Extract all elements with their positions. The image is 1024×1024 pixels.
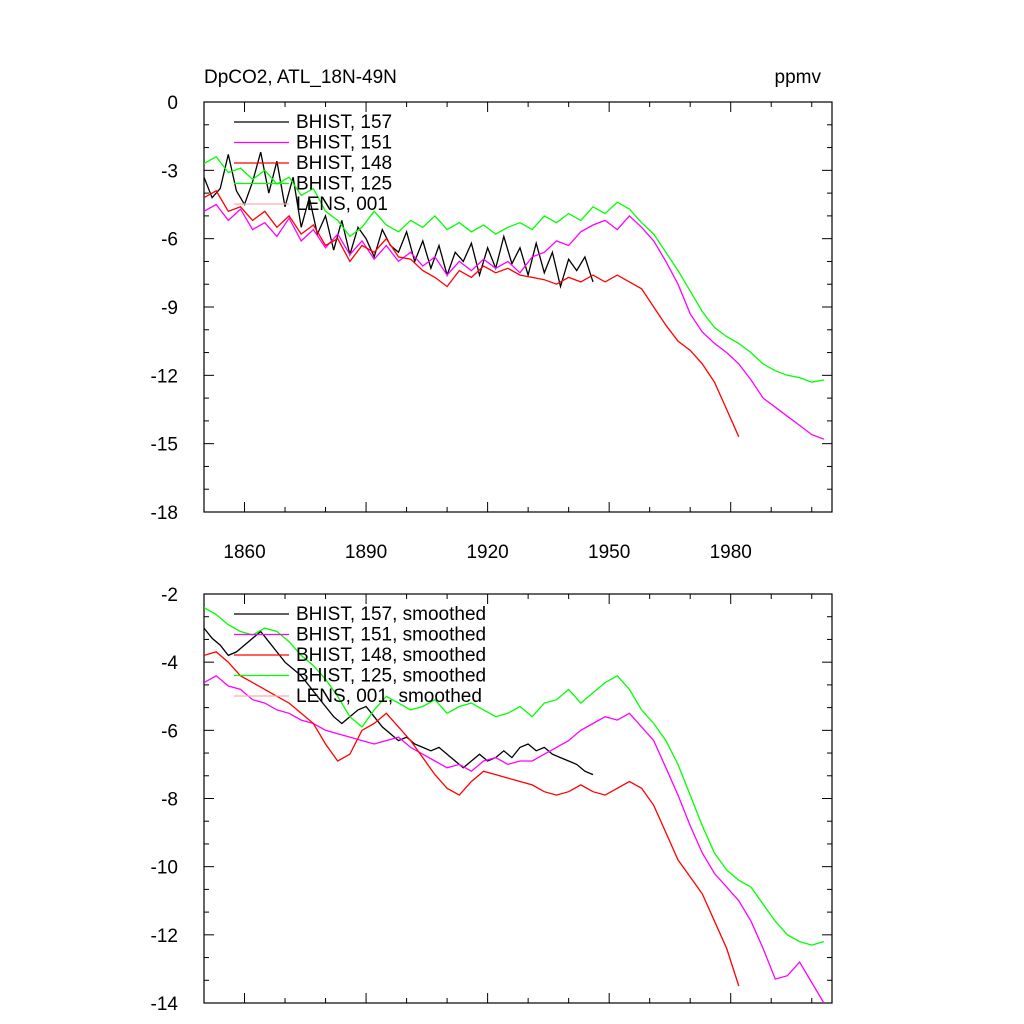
y-tick-label: -4 [161,653,178,674]
x-tick-label: 1950 [588,542,630,563]
y-tick-label: -9 [161,298,178,319]
x-tick-label: 1920 [466,542,508,563]
y-tick-label: -3 [161,161,178,182]
x-tick-label: 1860 [223,542,265,563]
series-line-1 [204,627,594,776]
legend-label: BHIST, 125 [296,174,392,195]
y-tick-label: -10 [151,858,178,879]
x-tick-label: 1980 [710,542,752,563]
y-tick-label: -18 [151,503,178,524]
y-tick-label: -15 [151,435,178,456]
legend-label: BHIST, 151 [296,133,392,154]
legend-label: BHIST, 157, smoothed [296,604,486,625]
y-tick-label: 0 [167,93,178,114]
y-tick-label: -6 [161,230,178,251]
y-tick-label: -2 [161,585,178,606]
series-line-2 [204,203,825,440]
series-line-3 [204,189,740,438]
series-line-2 [204,675,825,1003]
y-tick-label: -14 [151,994,179,1015]
legend-label: BHIST, 151, smoothed [296,625,486,646]
legend-label: BHIST, 125, smoothed [296,666,486,687]
y-tick-label: -6 [161,721,178,742]
y-tick-label: -12 [151,366,178,387]
y-tick-label: -8 [161,790,178,811]
top-panel: 0 -3 -6 -9 -12 -15 -18 1860 1890 1920 1950 1980 BHIS… [151,93,833,563]
x-tick-label: 1890 [345,542,387,563]
legend-label: BHIST, 148 [296,153,392,174]
legend-label: BHIST, 157 [296,112,392,133]
legend-label: LENS, 001 [296,194,388,215]
legend-label: BHIST, 148, smoothed [296,645,486,666]
series-line-4 [204,155,825,383]
series-line-3 [204,651,740,987]
series-line-4 [204,607,825,946]
chart-title: DpCO2, ATL_18N-49N [204,67,397,88]
legend-label: LENS, 001, smoothed [296,686,482,707]
y-tick-label: -12 [151,926,178,947]
series-line-1 [204,151,594,290]
unit-label: ppmv [775,67,822,88]
